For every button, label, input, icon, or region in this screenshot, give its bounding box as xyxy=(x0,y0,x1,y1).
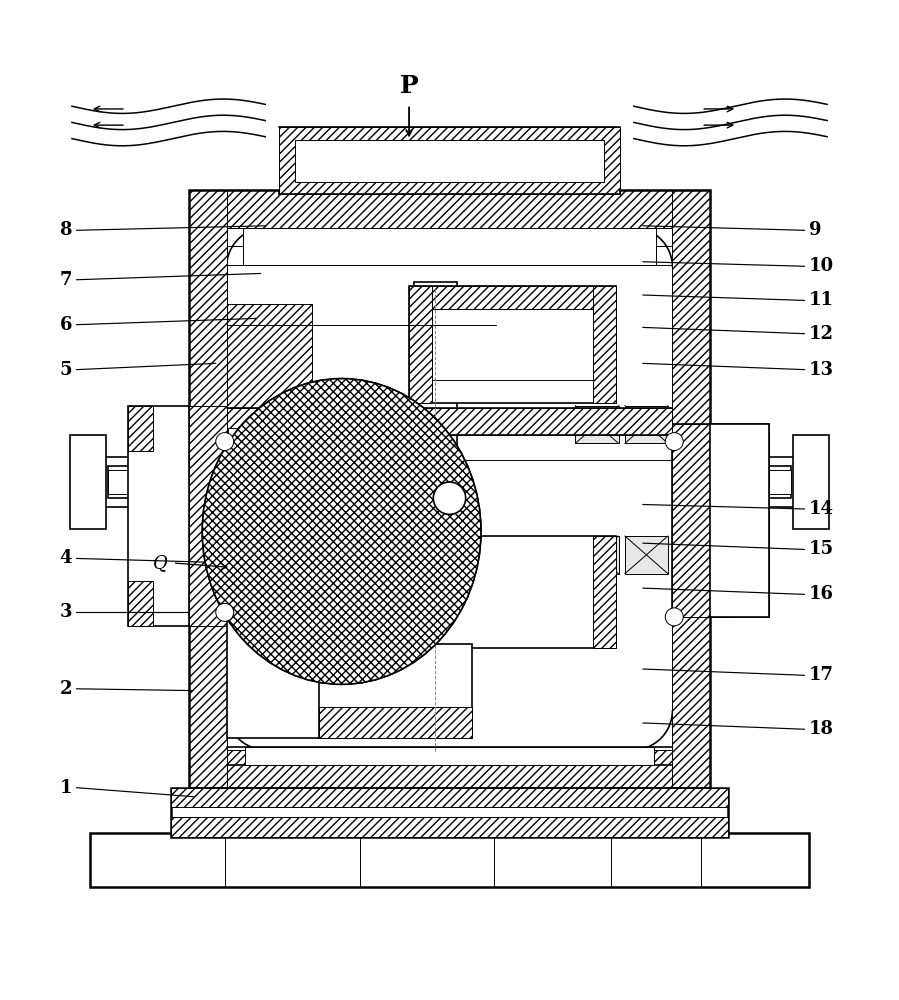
Bar xyxy=(128,406,153,451)
Bar xyxy=(432,286,593,309)
Bar xyxy=(70,435,106,529)
Bar xyxy=(733,466,791,498)
Text: 6: 6 xyxy=(59,316,72,334)
Bar xyxy=(243,228,656,265)
Bar xyxy=(227,408,672,435)
Circle shape xyxy=(665,433,683,451)
Bar xyxy=(228,590,251,612)
Bar xyxy=(409,536,616,648)
Bar xyxy=(108,466,166,498)
Ellipse shape xyxy=(81,462,95,502)
Text: 14: 14 xyxy=(809,500,834,518)
Bar xyxy=(409,536,432,648)
Text: 15: 15 xyxy=(809,540,834,558)
Bar xyxy=(793,435,829,529)
Bar xyxy=(128,406,189,626)
Text: 3: 3 xyxy=(59,603,72,621)
Circle shape xyxy=(216,603,234,621)
Bar xyxy=(672,424,710,617)
Ellipse shape xyxy=(804,462,818,502)
Text: 16: 16 xyxy=(809,585,834,603)
Text: 8: 8 xyxy=(59,221,72,239)
Bar xyxy=(189,750,710,788)
Bar xyxy=(625,406,668,443)
Bar xyxy=(625,536,668,574)
Bar xyxy=(593,536,616,648)
Bar xyxy=(245,747,654,765)
Bar xyxy=(279,127,620,194)
Circle shape xyxy=(665,608,683,626)
Bar xyxy=(189,406,227,626)
Bar xyxy=(414,282,457,709)
Bar xyxy=(227,608,415,738)
Bar xyxy=(295,140,604,182)
Text: 4: 4 xyxy=(59,549,72,567)
Bar xyxy=(189,190,227,788)
Text: 18: 18 xyxy=(809,720,834,738)
Bar xyxy=(409,286,432,403)
Bar xyxy=(575,536,619,574)
Bar xyxy=(710,581,730,617)
FancyBboxPatch shape xyxy=(227,304,312,502)
Text: 10: 10 xyxy=(809,257,834,275)
Text: 1: 1 xyxy=(59,779,72,797)
Bar xyxy=(432,309,593,380)
Bar xyxy=(575,406,619,443)
Bar xyxy=(319,707,472,738)
Bar xyxy=(409,286,616,403)
Text: 2: 2 xyxy=(59,680,72,698)
Text: 5: 5 xyxy=(59,361,72,379)
Bar xyxy=(108,470,166,494)
Text: Q: Q xyxy=(153,554,167,572)
Text: 13: 13 xyxy=(809,361,834,379)
Text: 9: 9 xyxy=(809,221,822,239)
Bar xyxy=(414,442,450,460)
Bar xyxy=(171,788,728,837)
Ellipse shape xyxy=(202,379,481,684)
Bar xyxy=(171,788,728,807)
Bar xyxy=(171,817,728,837)
Text: 11: 11 xyxy=(809,291,834,309)
Bar xyxy=(90,833,809,887)
Text: P: P xyxy=(400,74,418,98)
Bar xyxy=(414,554,450,572)
Bar xyxy=(593,286,616,403)
Ellipse shape xyxy=(202,379,481,684)
Bar xyxy=(228,428,251,451)
Bar xyxy=(710,424,730,460)
Bar xyxy=(672,190,710,788)
Text: 17: 17 xyxy=(809,666,834,684)
Bar xyxy=(189,190,710,788)
Bar xyxy=(672,424,769,617)
Bar xyxy=(710,424,769,617)
Text: 7: 7 xyxy=(59,271,72,289)
Bar xyxy=(189,190,710,228)
Circle shape xyxy=(216,433,234,451)
Bar xyxy=(319,644,472,738)
Bar xyxy=(733,470,791,494)
Circle shape xyxy=(433,482,466,514)
Text: 12: 12 xyxy=(809,325,834,343)
Bar xyxy=(128,581,153,626)
